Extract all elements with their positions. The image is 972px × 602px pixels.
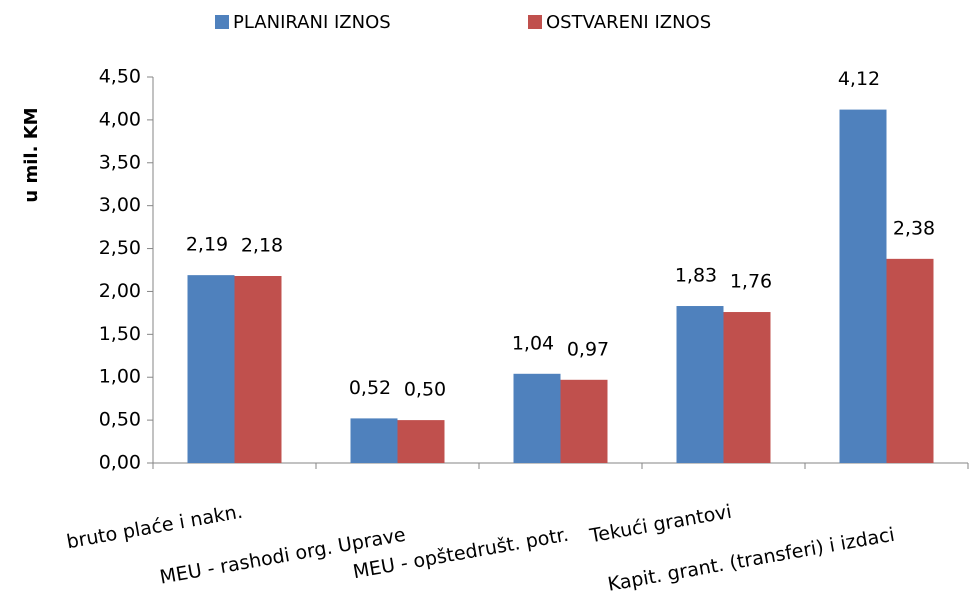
legend-swatch [215,15,229,29]
y-tick-label: 2,00 [99,280,141,302]
value-label: 0,97 [567,338,609,360]
value-label: 1,83 [675,265,717,287]
bar [560,379,608,463]
value-label: 1,04 [512,332,554,354]
legend-label: OSTVARENI IZNOS [546,12,711,33]
bar [350,418,398,463]
y-tick-label: 0,50 [99,409,141,431]
x-tick-label: Tekući grantovi [587,501,733,548]
legend-swatch [528,15,542,29]
y-tick-label: 4,00 [99,108,141,130]
value-label: 0,50 [404,379,446,401]
bar [187,275,235,463]
y-tick-label: 2,50 [99,237,141,259]
y-tick-label: 1,50 [99,323,141,345]
value-label: 2,19 [186,234,228,256]
legend-label: PLANIRANI IZNOS [233,12,391,33]
y-tick-label: 3,50 [99,151,141,173]
value-label: 4,12 [838,68,880,90]
y-tick-label: 1,00 [99,366,141,388]
bar [513,373,561,463]
y-axis-title: u mil. KM [21,107,42,202]
bar [234,276,282,463]
bar [839,109,887,464]
bar [886,258,934,463]
x-tick-label: bruto plaće i nakn. [65,501,244,554]
y-tick-label: 4,50 [99,66,141,88]
y-tick-label: 0,00 [99,452,141,474]
value-label: 0,52 [349,377,391,399]
bar [723,312,771,463]
bar [676,306,724,463]
value-label: 2,38 [893,217,935,239]
bar [397,420,445,463]
y-tick-label: 3,00 [99,194,141,216]
value-label: 1,76 [730,271,772,293]
value-label: 2,18 [241,235,283,257]
